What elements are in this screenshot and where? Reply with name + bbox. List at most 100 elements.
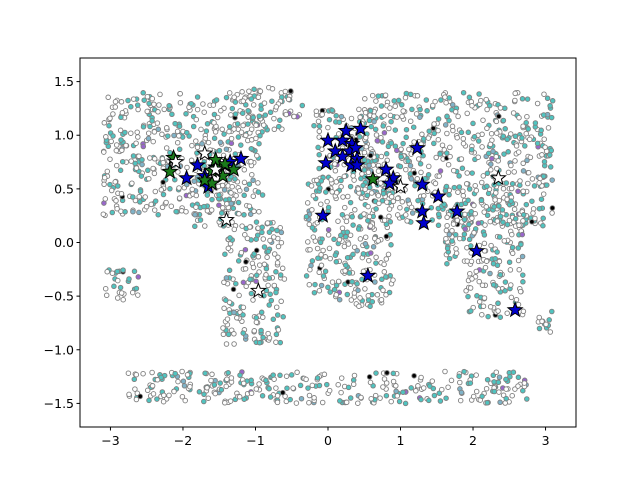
background-point [386,125,392,132]
background-point [384,199,390,205]
background-point [316,269,322,276]
background-point [312,281,318,288]
background-point [484,125,490,132]
background-point [399,199,406,205]
background-point [282,88,289,95]
background-point [493,130,500,136]
background-point [433,154,439,161]
background-point [506,259,513,265]
background-point [247,211,254,217]
background-point [240,330,246,336]
background-point [154,120,161,126]
background-point [380,287,386,294]
background-point [384,370,390,376]
background-point [431,121,437,127]
background-point [241,396,247,402]
background-point [549,177,555,183]
background-point [485,150,492,157]
background-point [375,93,382,99]
background-point [402,94,409,101]
background-point [444,222,450,229]
background-point [379,276,385,283]
background-point [271,282,278,289]
background-point [181,383,188,389]
background-point [311,289,318,296]
background-point [320,247,326,254]
background-point [294,369,300,376]
background-point [133,371,140,378]
background-point [478,197,485,204]
background-point [373,254,379,261]
background-point [512,216,519,222]
background-point [154,396,160,402]
background-point [310,234,317,240]
background-point [484,376,491,383]
background-point [263,377,269,384]
background-point [216,192,222,198]
background-point [366,117,373,124]
background-point [394,212,401,218]
background-point [103,292,110,299]
background-point [351,372,358,379]
background-point [340,194,346,200]
background-point [502,126,508,132]
background-point [476,91,482,97]
background-point [147,123,153,130]
background-point [109,209,116,216]
background-point [134,129,140,135]
background-point [131,376,138,383]
background-point [338,113,345,120]
background-point [193,192,200,199]
background-point [200,101,206,107]
background-point [367,108,374,114]
background-point [397,163,404,170]
background-point [392,127,399,133]
background-point [378,296,385,303]
background-point [230,286,237,293]
background-point [497,314,504,320]
background-point [357,295,363,301]
background-point [211,135,218,142]
background-point [104,168,111,175]
background-point [253,314,260,321]
background-point [179,368,185,375]
background-point [502,400,508,406]
background-point [500,117,507,124]
background-point [455,113,461,120]
background-point [183,208,189,215]
background-point [442,94,448,100]
background-point [454,134,460,141]
background-point [513,143,520,149]
background-point [483,204,490,210]
background-point [326,387,333,394]
background-point [423,97,430,103]
background-point [144,387,151,394]
background-point [223,146,230,152]
background-point [223,297,229,303]
background-point [149,95,156,102]
background-point [119,109,126,116]
background-point [145,167,151,174]
background-point [335,278,342,285]
background-point [385,251,392,258]
background-point [392,143,399,149]
background-point [420,385,427,391]
background-point [309,382,316,389]
background-point [309,207,315,213]
star-markers [161,119,524,318]
background-point [449,227,455,234]
background-point [102,285,109,292]
star-point [217,211,235,228]
background-point [199,140,205,147]
background-point [509,181,516,187]
background-point [130,96,137,102]
background-point [381,269,388,275]
background-point [305,385,311,391]
background-point [228,200,234,207]
background-point [176,123,183,130]
background-point [329,189,335,195]
background-point [466,94,473,101]
background-point [362,234,369,240]
background-point [333,189,340,196]
background-point [549,210,555,216]
